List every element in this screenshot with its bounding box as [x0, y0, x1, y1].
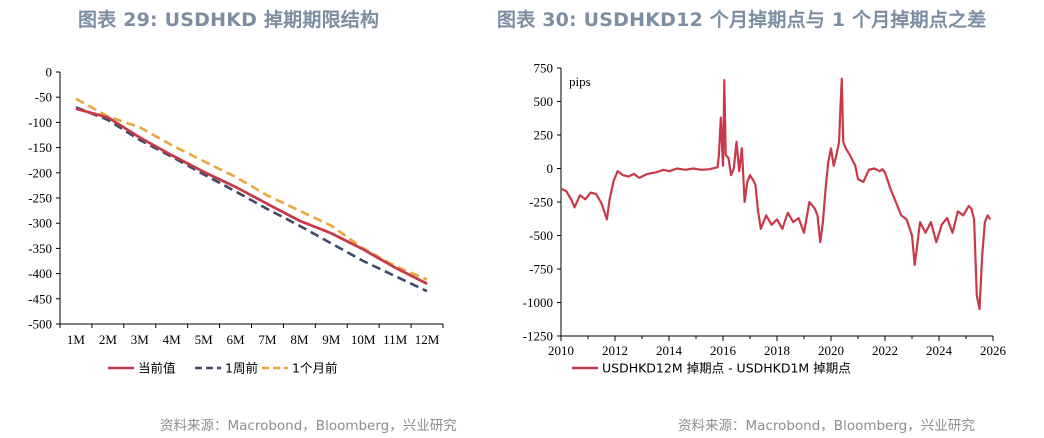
x-tick-label: 10M: [351, 332, 376, 347]
y-tick-label: -50: [35, 90, 52, 105]
source-note-right: 资料来源：Macrobond，Bloomberg，兴业研究: [678, 418, 975, 434]
y-tick-label: -400: [28, 266, 52, 281]
y-tick-label: 0: [547, 161, 554, 176]
y-tick-label: -350: [28, 241, 52, 256]
y-tick-label: -100: [28, 115, 52, 130]
y-tick-label: -250: [28, 191, 52, 206]
legend-label-spread: USDHKD12M 掉期点 - USDHKD1M 掉期点: [602, 361, 851, 376]
x-tick-label: 2022: [872, 343, 898, 358]
legend-label-0: 当前值: [138, 361, 176, 376]
y-tick-label: 500: [534, 94, 554, 109]
y-tick-label: -450: [28, 291, 52, 306]
x-tick-label: 2026: [980, 343, 1007, 358]
source-note-left: 资料来源：Macrobond，Bloomberg，兴业研究: [160, 418, 457, 434]
x-tick-label: 2012: [602, 343, 628, 358]
series-line-1: [75, 106, 428, 293]
x-tick-label: 2010: [548, 343, 574, 358]
x-tick-label: 2020: [818, 343, 844, 358]
y-tick-label: 750: [534, 61, 554, 76]
y-tick-label: -500: [28, 317, 52, 332]
x-tick-label: 2024: [926, 343, 953, 358]
x-tick-label: 11M: [383, 332, 408, 347]
y-tick-label: -1000: [523, 295, 553, 310]
y-tick-label: 0: [46, 65, 53, 80]
legend-label-2: 1个月前: [292, 361, 337, 376]
x-tick-label: 4M: [163, 332, 182, 347]
chart-right-title: 图表 30: USDHKD12 个月掉期点与 1 个月掉期点之差: [497, 9, 987, 31]
y-unit-label: pips: [569, 74, 591, 89]
x-tick-label: 3M: [131, 332, 150, 347]
x-tick-label: 9M: [322, 332, 341, 347]
y-tick-label: -500: [529, 228, 553, 243]
y-tick-label: -200: [28, 165, 52, 180]
y-tick-label: -300: [28, 216, 52, 231]
x-tick-label: 2014: [656, 343, 683, 358]
series-line-spread: [560, 77, 992, 311]
y-tick-label: -250: [529, 195, 553, 210]
x-tick-label: 12M: [415, 332, 440, 347]
x-tick-label: 5M: [195, 332, 214, 347]
legend-label-1: 1周前: [225, 361, 258, 376]
x-tick-label: 2018: [764, 343, 790, 358]
y-tick-label: 250: [534, 128, 554, 143]
y-tick-label: -750: [529, 262, 553, 277]
chart-left-title: 图表 29: USDHKD 掉期期限结构: [78, 9, 380, 31]
x-tick-label: 2016: [710, 343, 737, 358]
x-tick-label: 8M: [290, 332, 309, 347]
y-tick-label: -150: [28, 140, 52, 155]
y-tick-label: -1250: [523, 329, 553, 344]
x-tick-label: 2M: [99, 332, 118, 347]
series-line-0-top: [75, 107, 428, 285]
x-tick-label: 7M: [258, 332, 277, 347]
x-tick-label: 1M: [67, 332, 86, 347]
x-tick-label: 6M: [227, 332, 246, 347]
